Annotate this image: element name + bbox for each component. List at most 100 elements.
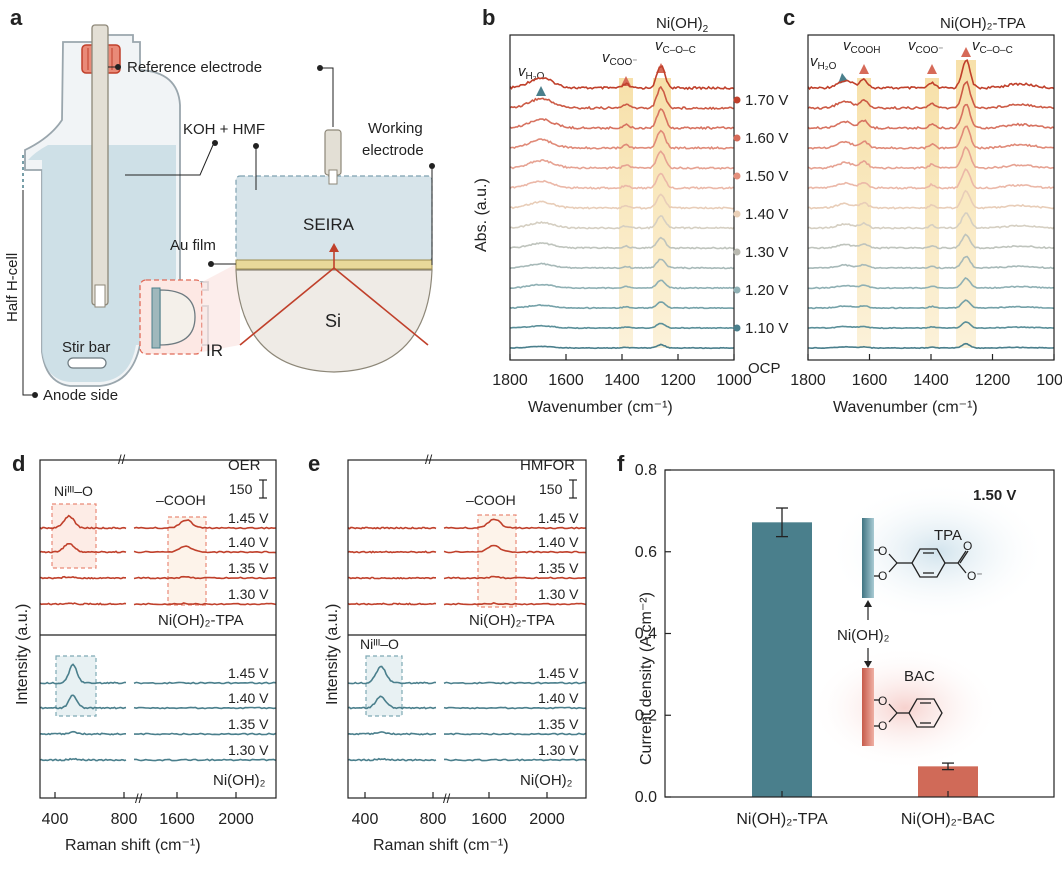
bac-electrode [862, 668, 874, 746]
spectra-b [509, 65, 735, 350]
axes-frame-e [347, 459, 587, 799]
spectrum-line [509, 322, 735, 330]
spectrum-line [509, 129, 735, 150]
potential-label: 1.40 V [745, 206, 788, 223]
raman-potential: 1.35 V [228, 560, 269, 576]
ylabel-b: Abs. (a.u.) [473, 178, 490, 252]
triangle-cooh-c [859, 64, 869, 74]
triangle-h2o-b [536, 86, 546, 96]
au-film-label: Au film [170, 237, 216, 254]
potential-labels: 1.70 V 1.60 V 1.50 V 1.40 V 1.30 V 1.20 V 1.10… [733, 92, 788, 377]
raman-line [133, 545, 277, 554]
potential-label: 1.70 V [745, 92, 788, 109]
ylabel-d: Intensity (a.u.) [14, 604, 31, 705]
panel-a-letter: a [10, 5, 23, 30]
potential-label: 1.50 V [745, 168, 788, 185]
peak-label-coc-c: vC–O–C [972, 37, 1013, 56]
band-coc-c [956, 60, 976, 348]
xtick-label: 1200 [975, 372, 1011, 389]
spectrum-line [807, 103, 1055, 130]
category-label: Ni(OH)₂-BAC [901, 811, 995, 828]
spectrum-line [509, 301, 735, 310]
spectrum-line [807, 321, 1055, 330]
potential-label: 1.20 V [745, 282, 788, 299]
anode-side-label: Anode side [43, 387, 118, 404]
xlabel-b: Wavenumber (cm⁻¹) [528, 399, 673, 416]
raman-line [347, 731, 436, 736]
bac-glow [810, 646, 1000, 770]
raman-potential: 1.40 V [228, 534, 269, 550]
spectrum-line [807, 168, 1054, 190]
potential-dot [733, 134, 741, 142]
raman-line [39, 730, 126, 736]
xtick-label: 1000 [716, 372, 752, 389]
top-sample-e: Ni(OH)₂-TPA [469, 612, 555, 629]
raman-curves-d [39, 514, 277, 762]
xticks-c: 1800 1600 1400 1200 1000 [790, 354, 1062, 389]
xtick-label: 1400 [913, 372, 949, 389]
raman-line [347, 526, 437, 530]
xtick-label: 800 [420, 811, 447, 828]
potential-label: OCP [748, 360, 781, 377]
svg-text://: // [443, 791, 451, 806]
raman-line [443, 706, 587, 710]
xticks-b: 1800 1600 1400 1200 1000 [492, 354, 752, 389]
raman-potential: 1.30 V [538, 586, 579, 602]
raman-line [39, 663, 127, 685]
raman-line [39, 602, 127, 606]
xticks-e: 400 800 1600 2000 [352, 792, 565, 828]
raman-potential: 1.30 V [228, 586, 269, 602]
ytick-label: 0.8 [635, 462, 657, 479]
xtick-label: 1600 [852, 372, 888, 389]
panel-a: a Stir bar SEIRA Si IR [4, 5, 435, 404]
raman-potentials-e: 1.45 V 1.45 V 1.40 V 1.40 V 1.35 V 1.35 V 1.30… [538, 510, 579, 758]
tpa-electrode [862, 518, 874, 598]
panel-e: e HMFOR Niᴵᴵᴵ–O –COOH 150 1.45 V1.45 V1.… [308, 451, 587, 854]
spectrum-line [509, 193, 735, 210]
tpa-o-1: O [878, 544, 887, 558]
panel-b-letter: b [482, 5, 495, 30]
raman-line [347, 665, 437, 685]
spectrum-line [509, 85, 735, 111]
xtick-label: 1600 [471, 811, 507, 828]
xlabel-e: Raman shift (cm⁻¹) [373, 837, 509, 854]
panel-b-title: Ni(OH)2 [656, 15, 709, 35]
raman-line [347, 695, 437, 710]
raman-line [39, 757, 127, 762]
raman-line [39, 514, 127, 530]
spectrum-line [807, 233, 1055, 250]
spectrum-line [807, 80, 1055, 110]
xlabel-c: Wavenumber (cm⁻¹) [833, 399, 978, 416]
si-label: Si [325, 311, 341, 331]
xtick-label: 1400 [604, 372, 640, 389]
xtick-label: 1800 [492, 372, 528, 389]
panel-f: f 0.0 0.2 0.4 0.6 0.8 1.50 V Current density… [617, 451, 1055, 828]
spectrum-line [509, 215, 735, 230]
peak-label-cooh-c: vCOOH [843, 37, 881, 56]
annotation-f: 1.50 V [973, 487, 1016, 504]
xtick-label: 1000 [1036, 372, 1062, 389]
working-electrode-label-2: electrode [362, 142, 424, 159]
reference-electrode-label: Reference electrode [127, 59, 262, 76]
peak-label-coo-b: vCOO⁻ [602, 49, 638, 68]
spectrum-line [509, 65, 735, 91]
ylabel-f: Current density (A cm⁻²) [638, 592, 655, 765]
spectrum-line [509, 172, 734, 190]
seira-label: SEIRA [303, 215, 355, 234]
category-label: Ni(OH)₂-TPA [736, 811, 828, 828]
raman-potential: 1.40 V [228, 690, 269, 706]
panel-c-letter: c [783, 5, 795, 30]
bac-o-1: O [878, 694, 887, 708]
raman-line [133, 706, 277, 710]
spectrum-line [807, 299, 1055, 310]
panel-d-letter: d [12, 451, 25, 476]
raman-line [133, 681, 277, 685]
xtick-label: 2000 [529, 811, 565, 828]
potential-dot [733, 286, 741, 294]
raman-line [39, 575, 126, 580]
cooh-label-d: –COOH [156, 492, 206, 508]
bac-label: BAC [904, 668, 935, 685]
box-cooh-e [477, 514, 517, 608]
bottom-sample-d: Ni(OH)₂ [213, 772, 266, 789]
